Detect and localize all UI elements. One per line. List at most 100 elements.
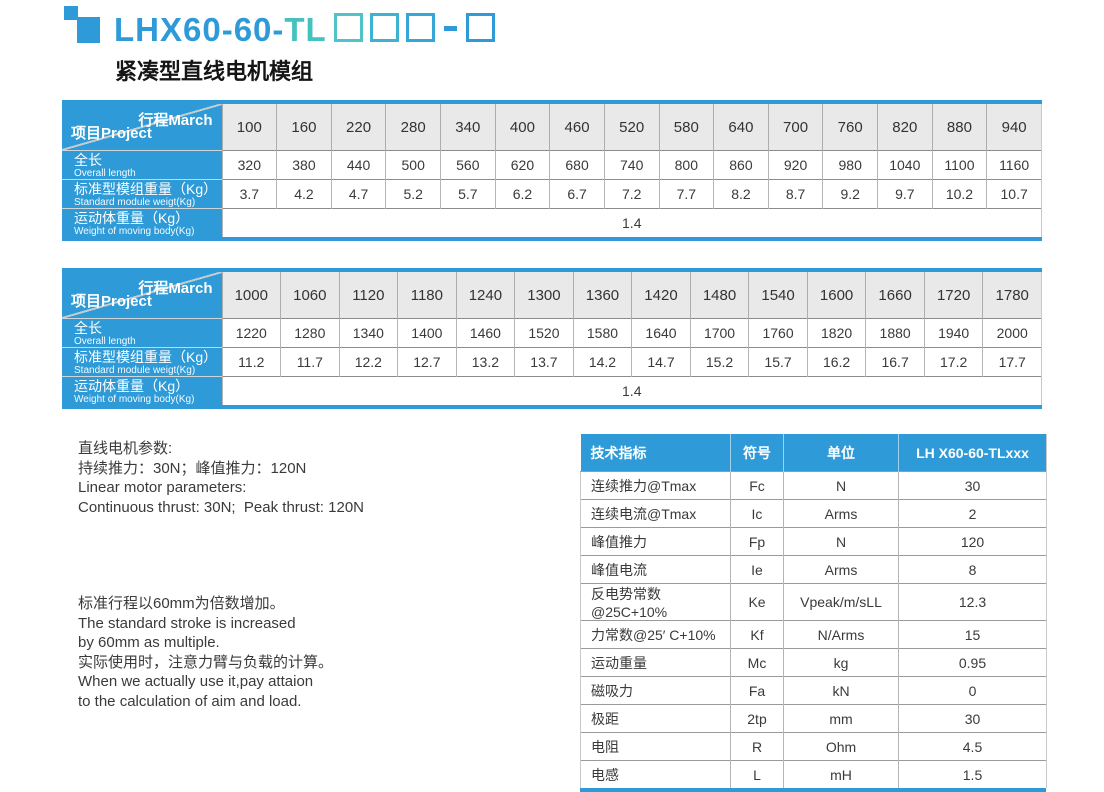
logo-square-large-icon (77, 17, 100, 43)
value-cell: 980 (822, 150, 878, 180)
spec-cell: kN (783, 676, 899, 705)
stroke-header-cell: 1540 (748, 272, 808, 319)
value-cell: 17.7 (982, 347, 1042, 377)
spec-data-row: 连续电流@Tmax Ic Arms 2 (580, 499, 1047, 528)
spec-header-cell: 单位 (783, 434, 899, 472)
spec-cell: 0.95 (898, 648, 1047, 677)
stroke-header-cell: 580 (658, 104, 714, 151)
value-cell: 1280 (280, 318, 340, 348)
spec-cell: 磁吸力 (580, 676, 731, 705)
value-cell: 1520 (514, 318, 574, 348)
note-line: Continuous thrust: 30N; Peak thrust: 120… (78, 498, 364, 516)
value-cell: 17.2 (923, 347, 983, 377)
spec-data-row: 磁吸力 Fa kN 0 (580, 676, 1047, 705)
tech-spec-grid: 技术指标 符号 单位 LH X60-60-TLxxx 连续推力@Tmax Fc N 30 连续电… (580, 434, 1047, 788)
spec-data-row: 电阻 R Ohm 4.5 (580, 732, 1047, 761)
spec-cell: 12.3 (898, 583, 1047, 621)
value-cell: 12.7 (397, 347, 457, 377)
note-line: The standard stroke is increased (78, 614, 296, 632)
stroke-header-cell: 460 (549, 104, 605, 151)
value-cell: 15.2 (689, 347, 749, 377)
value-cell: 440 (330, 150, 386, 180)
stroke-header-cell: 1360 (572, 272, 632, 319)
diagonal-divider (62, 272, 222, 318)
table-corner-header: 行程March 项目Project (62, 272, 222, 319)
stroke-data-row: 全长 Overall length 1220 1280 1340 1400 1460 1520… (62, 318, 1042, 348)
stroke-header-cell: 1120 (338, 272, 398, 319)
value-cell: 3.7 (221, 179, 277, 209)
value-cell: 380 (276, 150, 332, 180)
stroke-header-cell: 520 (603, 104, 659, 151)
spec-cell: 峰值推力 (580, 527, 731, 556)
stroke-data-row: 标准型模组重量（Kg） Standard module weigt(Kg) 11.2… (62, 347, 1042, 377)
row-label-cn: 标准型模组重量（Kg） (74, 348, 218, 365)
spec-cell: 连续推力@Tmax (580, 471, 731, 500)
row-label-cell: 运动体重量（Kg） Weight of moving body(Kg) (62, 208, 222, 237)
spec-cell: 运动重量 (580, 648, 731, 677)
spec-cell: 极距 (580, 704, 731, 733)
value-cell: 1580 (572, 318, 632, 348)
spec-cell: N/Arms (783, 620, 899, 649)
value-cell: 6.7 (549, 179, 605, 209)
stroke-header-cell: 1240 (455, 272, 515, 319)
value-cell: 9.7 (877, 179, 933, 209)
stroke-header-cell: 1600 (806, 272, 866, 319)
model-placeholder-box-icon (333, 13, 363, 42)
stroke-header-cell: 280 (385, 104, 441, 151)
value-cell: 7.2 (603, 179, 659, 209)
row-label-en: Standard module weigt(Kg) (74, 364, 196, 376)
spec-header-cell: 技术指标 (580, 434, 731, 472)
value-cell: 680 (549, 150, 605, 180)
value-cell: 5.7 (440, 179, 496, 209)
stroke-header-cell: 1480 (689, 272, 749, 319)
value-cell: 12.2 (338, 347, 398, 377)
stroke-header-cell: 1180 (397, 272, 457, 319)
spec-cell: 反电势常数@25C+10% (580, 583, 731, 621)
diagonal-divider (62, 104, 222, 150)
spec-data-row: 峰值推力 Fp N 120 (580, 527, 1047, 556)
value-cell: 1340 (338, 318, 398, 348)
spec-cell: Fp (730, 527, 784, 556)
value-cell: 10.2 (931, 179, 987, 209)
value-cell: 1400 (397, 318, 457, 348)
value-cell: 1760 (748, 318, 808, 348)
note-line: 实际使用时，注意力臂与负载的计算。 (78, 653, 334, 671)
stroke-increase-note: 标准行程以60mm为倍数增加。 The standard stroke is in… (78, 594, 333, 712)
corner-stroke-label: 行程March (138, 112, 213, 129)
value-cell: 11.7 (280, 347, 340, 377)
stroke-header-cell: 100 (221, 104, 277, 151)
row-label-cn: 全长 (74, 319, 102, 336)
note-line: to the calculation of aim and load. (78, 692, 302, 710)
value-cell: 920 (767, 150, 823, 180)
spec-data-row: 极距 2tp mm 30 (580, 704, 1047, 733)
stroke-header-cell: 220 (330, 104, 386, 151)
row-label-cn: 运动体重量（Kg） (74, 209, 190, 226)
stroke-header-cell: 1000 (221, 272, 281, 319)
value-cell: 1220 (221, 318, 281, 348)
spec-cell: 120 (898, 527, 1047, 556)
spec-header-row: 技术指标 符号 单位 LH X60-60-TLxxx (580, 434, 1047, 472)
value-cell: 13.7 (514, 347, 574, 377)
motor-params-note: 直线电机参数: 持续推力：30N；峰值推力：120N Linear motor pa… (78, 439, 364, 517)
spec-header-cell: LH X60-60-TLxxx (898, 434, 1047, 472)
spec-data-row: 力常数@25′ C+10% Kf N/Arms 15 (580, 620, 1047, 649)
model-placeholder-box-icon (405, 13, 435, 42)
spec-cell: Vpeak/m/sLL (783, 583, 899, 621)
stroke-data-row: 标准型模组重量（Kg） Standard module weigt(Kg) 3.7 4… (62, 179, 1042, 209)
note-line: by 60mm as multiple. (78, 634, 220, 652)
model-title: LHX60-60-TL (114, 12, 495, 48)
corner-stroke-label: 行程March (138, 280, 213, 297)
value-cell: 1700 (689, 318, 749, 348)
spec-cell: 电感 (580, 760, 731, 788)
value-cell: 4.7 (330, 179, 386, 209)
stroke-header-cell: 700 (767, 104, 823, 151)
spec-cell: 30 (898, 471, 1047, 500)
spec-cell: R (730, 732, 784, 761)
merged-value-cell: 1.4 (221, 376, 1042, 405)
stroke-header-cell: 1780 (982, 272, 1042, 319)
spec-cell: 2tp (730, 704, 784, 733)
row-label-en: Weight of moving body(Kg) (74, 225, 195, 237)
value-cell: 1640 (631, 318, 691, 348)
model-prefix: LHX60-60- (114, 11, 285, 48)
